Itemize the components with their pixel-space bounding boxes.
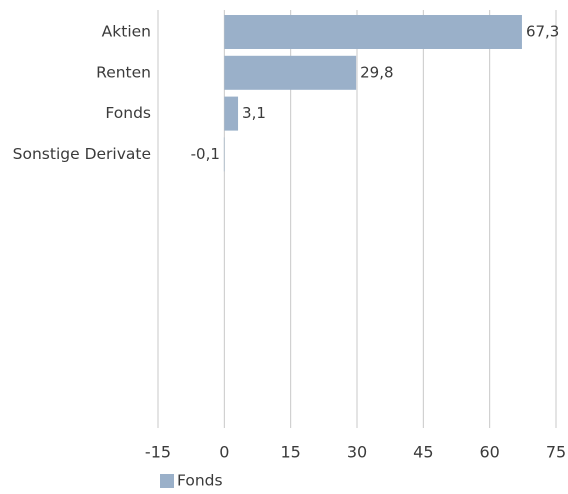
bar-1 xyxy=(224,55,357,90)
legend: Fonds xyxy=(160,472,223,490)
grid-lines xyxy=(157,10,557,428)
category-label-0: Aktien xyxy=(102,23,151,41)
legend-swatch xyxy=(160,474,174,488)
value-labels: 67,3 29,8 3,1 -0,1 xyxy=(191,23,560,163)
x-tick-label-6: 75 xyxy=(546,443,566,462)
x-tick-label-2: 15 xyxy=(280,443,300,462)
value-label-2: 3,1 xyxy=(242,104,266,122)
x-tick-label-0: -15 xyxy=(145,443,171,462)
legend-label: Fonds xyxy=(177,472,223,490)
bar-0 xyxy=(224,15,522,49)
value-label-1: 29,8 xyxy=(360,63,393,81)
x-tick-label-3: 30 xyxy=(347,443,367,462)
category-label-1: Renten xyxy=(96,63,151,81)
category-labels: Aktien Renten Fonds Sonstige Derivate xyxy=(13,23,151,163)
x-tick-label-5: 60 xyxy=(479,443,499,462)
bars xyxy=(223,15,522,172)
bar-3 xyxy=(223,137,225,172)
category-label-3: Sonstige Derivate xyxy=(13,145,151,163)
value-label-3: -0,1 xyxy=(191,145,220,163)
x-tick-label-4: 45 xyxy=(413,443,433,462)
category-label-2: Fonds xyxy=(105,104,151,122)
x-tick-label-1: 0 xyxy=(219,443,229,462)
bar-2 xyxy=(224,96,239,131)
x-axis-ticks: -15 0 15 30 45 60 75 xyxy=(145,443,566,462)
value-label-0: 67,3 xyxy=(526,23,559,41)
